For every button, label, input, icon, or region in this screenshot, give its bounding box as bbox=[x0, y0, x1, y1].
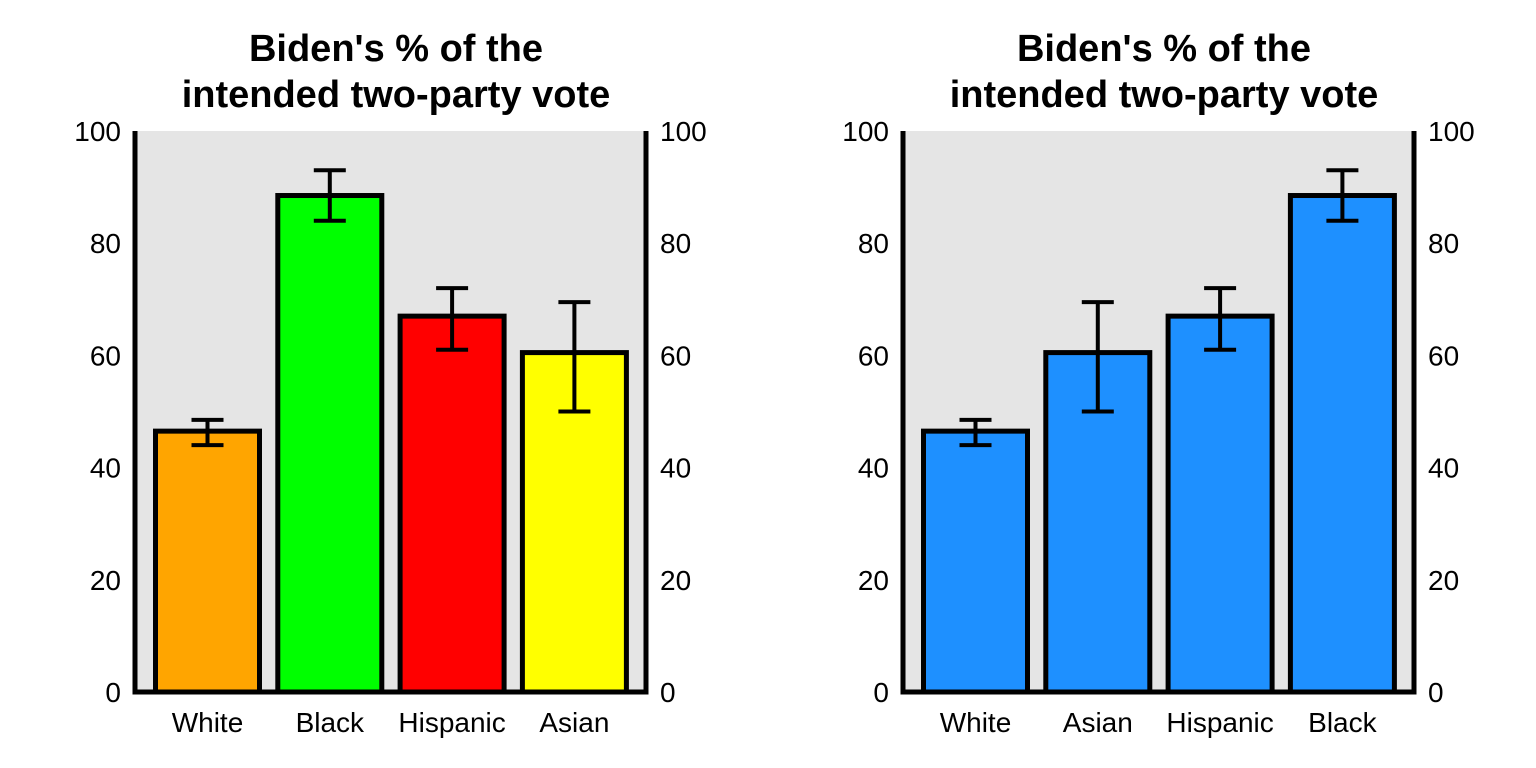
category-label: Asian bbox=[1063, 707, 1133, 738]
category-label: White bbox=[172, 707, 244, 738]
chart-title-line: Biden's % of the bbox=[249, 28, 543, 70]
chart-title-line: intended two-party vote bbox=[950, 74, 1379, 116]
y-tick-label-left: 80 bbox=[90, 228, 121, 259]
y-tick-label-left: 40 bbox=[858, 453, 889, 484]
category-label: Black bbox=[1308, 707, 1377, 738]
right-chart: Biden's % of the intended two-party vote W… bbox=[768, 0, 1536, 768]
y-tick-label-right: 80 bbox=[1428, 228, 1459, 259]
y-tick-label-right: 20 bbox=[1428, 565, 1459, 596]
category-label: Hispanic bbox=[398, 707, 505, 738]
bar bbox=[275, 193, 385, 695]
y-tick-label-right: 40 bbox=[1428, 453, 1459, 484]
y-tick-label-right: 20 bbox=[660, 565, 691, 596]
bar bbox=[153, 428, 262, 695]
category-label: Hispanic bbox=[1166, 707, 1273, 738]
y-tick-label-left: 60 bbox=[90, 340, 121, 371]
y-tick-label-left: 40 bbox=[90, 453, 121, 484]
y-tick-label-right: 60 bbox=[660, 340, 691, 371]
y-tick-label-right: 100 bbox=[1428, 116, 1475, 147]
y-tick-label-right: 60 bbox=[1428, 340, 1459, 371]
category-label: Black bbox=[296, 707, 365, 738]
bar bbox=[1165, 313, 1275, 695]
y-tick-label-right: 100 bbox=[660, 116, 707, 147]
category-label: Asian bbox=[539, 707, 609, 738]
y-tick-label-right: 0 bbox=[660, 677, 676, 708]
y-tick-label-right: 40 bbox=[660, 453, 691, 484]
y-tick-label-left: 100 bbox=[74, 116, 121, 147]
y-tick-label-right: 80 bbox=[660, 228, 691, 259]
bar bbox=[921, 428, 1030, 695]
y-tick-label-left: 20 bbox=[858, 565, 889, 596]
bar bbox=[397, 313, 507, 695]
y-tick-label-left: 80 bbox=[858, 228, 889, 259]
y-tick-label-left: 100 bbox=[842, 116, 889, 147]
chart-title-line: Biden's % of the bbox=[1017, 28, 1311, 70]
y-tick-label-left: 0 bbox=[105, 677, 121, 708]
y-tick-label-right: 0 bbox=[1428, 677, 1444, 708]
left-chart: Biden's % of the intended two-party vote W… bbox=[74, 28, 707, 738]
y-tick-label-left: 20 bbox=[90, 565, 121, 596]
chart-title-line: intended two-party vote bbox=[182, 74, 611, 116]
y-tick-label-left: 0 bbox=[873, 677, 889, 708]
y-tick-label-left: 60 bbox=[858, 340, 889, 371]
category-label: White bbox=[940, 707, 1012, 738]
bar bbox=[1287, 193, 1397, 695]
